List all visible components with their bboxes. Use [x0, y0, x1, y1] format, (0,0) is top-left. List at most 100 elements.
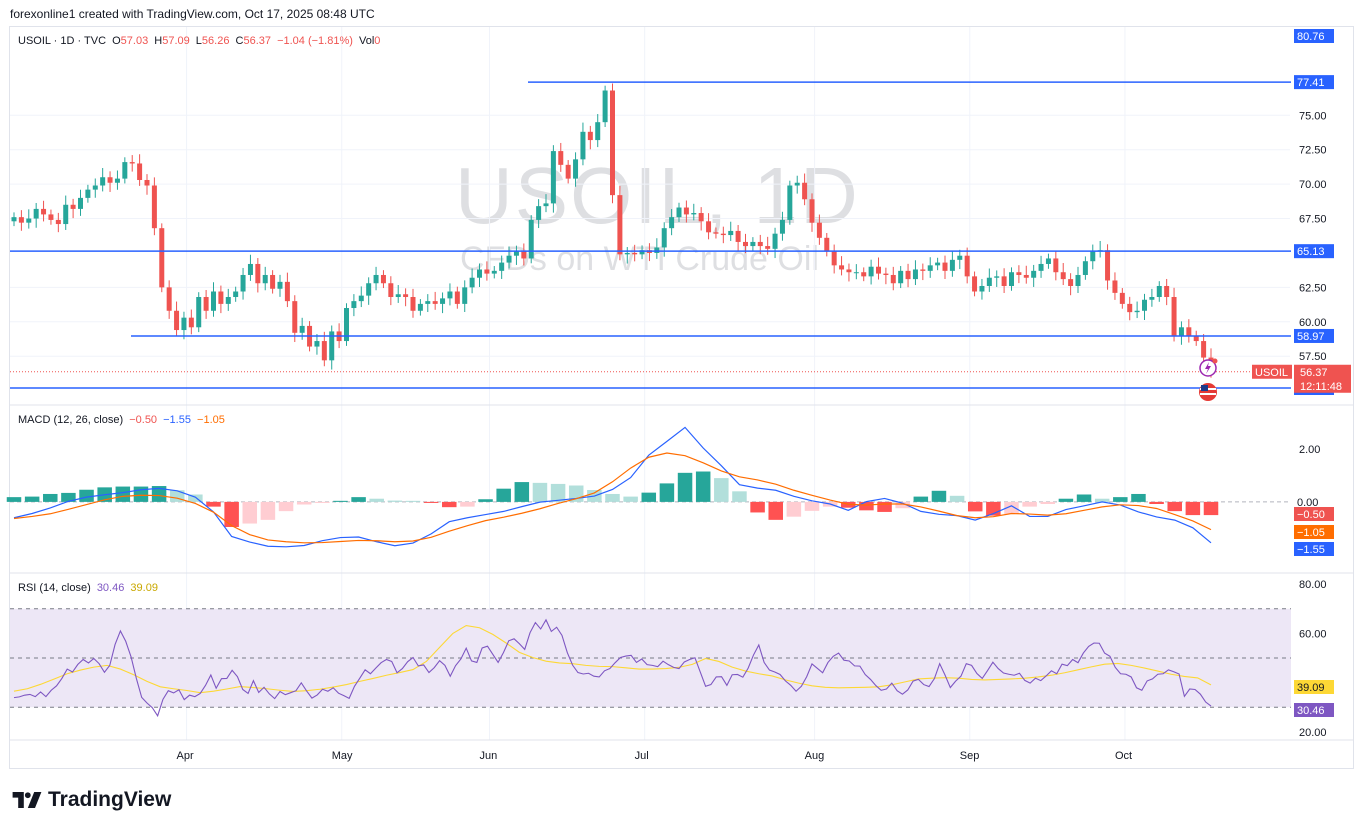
candle-body	[898, 270, 904, 284]
candle-body	[85, 189, 91, 198]
level-price-tag: 77.41	[1297, 77, 1325, 89]
candle-body	[528, 219, 534, 259]
macd-legend[interactable]: MACD (12, 26, close) −0.50 −1.55 −1.05	[18, 414, 228, 426]
candle-body	[137, 163, 143, 180]
candle-body	[794, 182, 800, 186]
candle-body	[661, 228, 667, 248]
candle-body	[159, 228, 165, 288]
macd-histogram-bar	[115, 486, 131, 502]
candle-body	[912, 269, 918, 280]
candle-body	[550, 151, 556, 204]
candle-body	[425, 301, 431, 304]
macd-label: MACD (12, 26, close)	[18, 414, 124, 426]
candle-body	[277, 281, 283, 289]
macd-hist-tag: −0.50	[1297, 509, 1325, 521]
candle-body	[395, 294, 401, 298]
candle-body	[698, 213, 704, 222]
candle-body	[1016, 272, 1022, 275]
macd-histogram-bar	[859, 501, 874, 511]
candle-body	[1201, 341, 1207, 358]
macd-histogram-bar	[786, 501, 802, 517]
macd-histogram-bar	[351, 497, 366, 502]
macd-signal-tag: −1.05	[1297, 527, 1325, 539]
tradingview-logo-icon	[12, 792, 42, 808]
time-tick-label: Oct	[1115, 750, 1132, 762]
candle-body	[462, 287, 468, 304]
candle-body	[816, 222, 822, 238]
candle-body	[1001, 276, 1007, 286]
candle-body	[107, 177, 113, 183]
candle-body	[410, 297, 416, 311]
macd-zero-tag: 0.00	[1297, 497, 1318, 509]
candle-body	[1060, 272, 1066, 280]
macd-histogram-bar	[442, 501, 457, 508]
candle-body	[63, 204, 69, 225]
candle-body	[935, 262, 941, 266]
candle-body	[233, 291, 239, 298]
candle-body	[691, 213, 697, 215]
notification-dot-icon	[1212, 358, 1218, 364]
macd-histogram-bar	[1022, 501, 1037, 507]
candle-body	[1142, 299, 1147, 311]
candle-body	[1193, 335, 1199, 342]
candle-body	[292, 301, 298, 333]
macd-histogram-bar	[242, 501, 258, 524]
candle-body	[536, 206, 542, 220]
macd-histogram-bar	[768, 501, 783, 520]
candle-body	[957, 255, 963, 260]
candle-body	[513, 251, 519, 256]
candle-body	[211, 291, 216, 311]
symbol-label[interactable]: USOIL · 1D · TVC	[18, 35, 107, 47]
candle-body	[964, 255, 970, 277]
macd-histogram-bar	[623, 496, 638, 502]
macd-histogram-bar	[315, 501, 330, 503]
macd-histogram-bar	[151, 486, 167, 502]
candle-body	[166, 287, 172, 311]
candle-body	[33, 208, 39, 219]
macd-histogram-bar	[895, 501, 910, 509]
macd-histogram-bar	[949, 495, 965, 502]
macd-histogram-bar	[677, 472, 693, 502]
candle-body	[114, 178, 120, 183]
candle-body	[1156, 285, 1162, 298]
candle-body	[403, 294, 409, 298]
candle-body	[1009, 272, 1014, 286]
level-price-tag-bg	[1294, 75, 1334, 90]
candle-body	[366, 283, 372, 296]
macd-histogram-bar	[1149, 501, 1164, 504]
candle-body	[329, 331, 335, 361]
candle-body	[743, 241, 748, 247]
time-tick-label: Sep	[960, 750, 980, 762]
tradingview-logo[interactable]: TradingView	[12, 788, 171, 812]
candle-body	[255, 263, 261, 284]
candle-body	[728, 230, 734, 236]
candle-body	[1068, 279, 1074, 286]
candle-body	[284, 281, 290, 302]
candle-body	[388, 283, 394, 298]
candle-body	[218, 291, 224, 304]
macd-histogram-bar	[550, 483, 566, 502]
macd-histogram-bar	[714, 478, 729, 502]
us-flag-canton-icon	[1201, 385, 1208, 391]
last-price-tag-bg	[1294, 364, 1351, 393]
macd-histogram-bar	[1167, 501, 1182, 512]
symbol-price-tag: USOIL	[1255, 367, 1288, 379]
candle-body	[1053, 258, 1059, 273]
candle-body	[314, 341, 320, 347]
candle-body	[100, 177, 106, 186]
candle-body	[247, 263, 253, 275]
candle-body	[787, 185, 793, 220]
candle-body	[270, 274, 276, 289]
rsi-ma-line	[13, 624, 1212, 694]
macd-histogram-bar	[1113, 497, 1128, 502]
ohlc-open: O57.03	[112, 35, 149, 47]
candle-body	[484, 269, 490, 274]
macd-histogram-bar	[478, 499, 493, 502]
candle-body	[1164, 285, 1170, 298]
rsi-legend[interactable]: RSI (14, close) 30.46 39.09	[18, 582, 161, 594]
candle-body	[1090, 251, 1096, 262]
macd-histogram-bar	[423, 501, 439, 503]
macd-histogram-bar	[804, 501, 820, 511]
candle-body	[1031, 270, 1037, 278]
